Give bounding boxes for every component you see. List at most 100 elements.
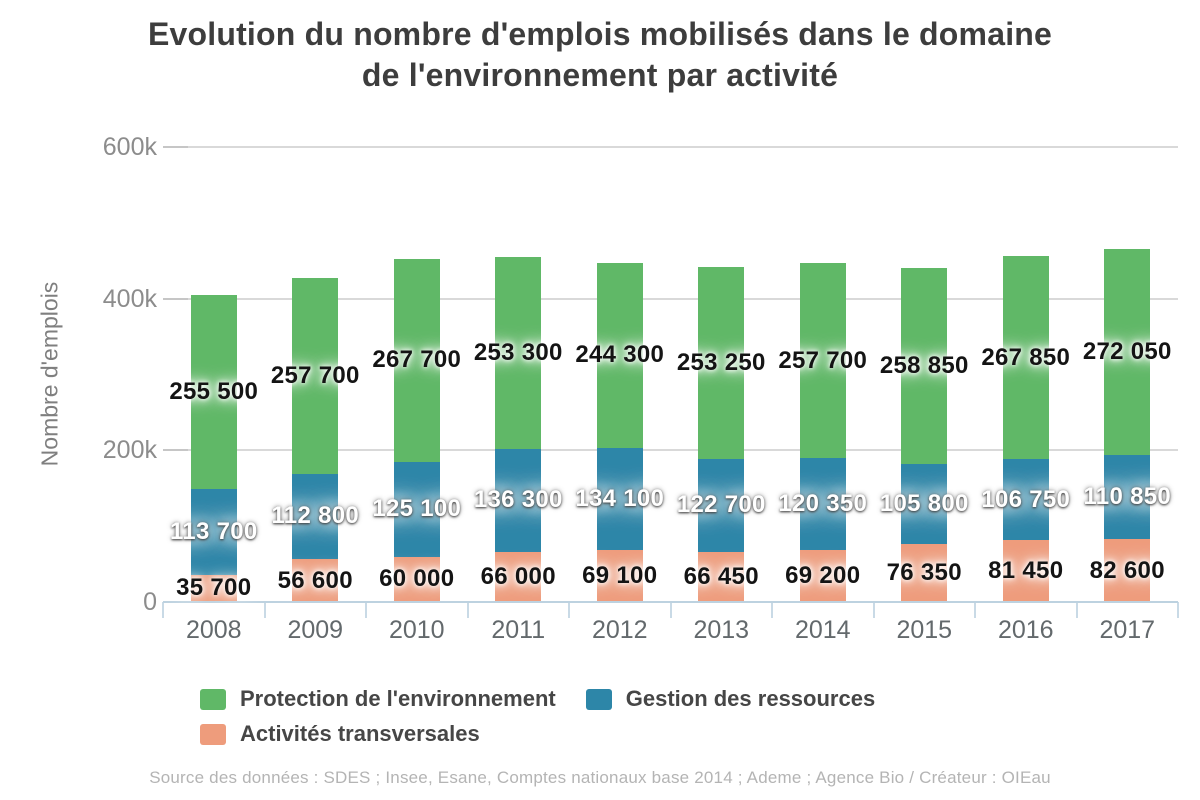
y-axis-title: Nombre d'emplois [36, 281, 63, 467]
bar-segment-protection-environnement [292, 278, 339, 474]
bar-label-protection-environnement: 255 500 [169, 377, 259, 405]
x-axis-tick [669, 602, 672, 618]
bar-label-protection-environnement: 272 050 [1082, 338, 1172, 366]
grid-line-200k [163, 449, 1178, 452]
x-axis-tick [568, 602, 570, 618]
x-label-2008: 2008 [185, 616, 242, 644]
bar-segment-gestion-ressources [901, 463, 948, 545]
x-label-2012: 2012 [591, 616, 648, 644]
x-axis-tick [1075, 602, 1078, 618]
x-axis-line [163, 601, 1178, 603]
bar-segment-protection-environnement [393, 258, 440, 462]
x-label-2013: 2013 [693, 616, 750, 644]
x-label-2011: 2011 [491, 616, 546, 644]
bar-segment-activites-transversales [495, 551, 542, 602]
bar-label-gestion-ressources: 136 300 [473, 486, 563, 514]
bar-label-activites-transversales: 76 350 [886, 559, 962, 587]
chart-title-line2: de l'environnement par activité [361, 57, 839, 93]
chart-title-line1: Evolution du nombre d'emplois mobilisés … [147, 16, 1053, 52]
y-axis-tick-200k [163, 449, 188, 452]
chart-legend: Protection de l'environnement Gestion des… [200, 688, 1000, 745]
bar-segment-gestion-ressources [190, 488, 237, 575]
y-tick-label-600k: 600k [102, 133, 157, 161]
bar-label-protection-environnement: 253 300 [473, 338, 563, 366]
x-axis-tick [1177, 602, 1179, 618]
bar-label-activites-transversales: 60 000 [379, 565, 455, 593]
x-label-2009: 2009 [287, 616, 344, 644]
bar-label-protection-environnement: 244 300 [575, 341, 665, 369]
bar-segment-protection-environnement [596, 262, 643, 448]
bar-segment-protection-environnement [901, 267, 948, 464]
y-axis-tick-400k [163, 297, 188, 300]
bar-label-activites-transversales: 56 600 [277, 566, 353, 594]
bar-label-gestion-ressources: 134 100 [575, 484, 665, 512]
bar-segment-activites-transversales [799, 549, 846, 602]
bar-label-protection-environnement: 258 850 [879, 351, 969, 379]
bar-label-activites-transversales: 66 450 [683, 562, 759, 590]
bar-label-protection-environnement: 257 700 [778, 346, 868, 374]
bar-segment-activites-transversales [1104, 539, 1151, 602]
bar-label-gestion-ressources: 112 800 [271, 502, 360, 530]
bar-label-protection-environnement: 253 250 [676, 348, 766, 376]
source-credit: Source des données : SDES ; Insee, Esane… [149, 768, 1051, 787]
y-tick-label-200k: 200k [102, 436, 157, 465]
bar-segment-activites-transversales [901, 544, 948, 602]
bar-segment-gestion-ressources [495, 448, 542, 552]
bar-label-activites-transversales: 69 100 [582, 561, 658, 589]
y-tick-label-0: 0 [143, 588, 157, 616]
legend-swatch-gestion-ressources [585, 688, 612, 710]
legend-label-gestion-ressources: Gestion des ressources [625, 686, 876, 711]
bar-segment-activites-transversales [292, 559, 339, 602]
bar-segment-activites-transversales [393, 556, 440, 602]
bar-segment-activites-transversales [190, 574, 237, 602]
legend-swatch-activites-transversales [200, 723, 226, 745]
grid-line-600k [163, 146, 1178, 148]
bar-segment-activites-transversales [1002, 540, 1049, 602]
bar-label-activites-transversales: 69 200 [785, 561, 861, 589]
bar-label-activites-transversales: 66 000 [480, 562, 556, 590]
bar-label-gestion-ressources: 113 700 [169, 517, 258, 545]
bar-segment-gestion-ressources [596, 447, 643, 550]
bar-label-gestion-ressources: 110 850 [1083, 483, 1172, 511]
bar-segment-gestion-ressources [393, 461, 440, 557]
x-axis-tick [162, 602, 164, 618]
y-axis-tick-600k [163, 146, 188, 148]
bar-label-gestion-ressources: 125 100 [372, 495, 462, 523]
x-axis-tick [466, 602, 469, 618]
bar-label-gestion-ressources: 120 350 [778, 489, 868, 517]
bar-segment-protection-environnement [799, 262, 846, 459]
plot-area: 35 700 113 700 255 500 56 600 112 800 257 700… [162, 146, 1179, 618]
bar-segment-protection-environnement [495, 256, 542, 449]
legend-swatch-protection-environnement [200, 688, 226, 710]
x-axis-tick [263, 602, 266, 618]
legend-item-gestion-ressources[interactable]: Gestion des ressources [585, 686, 876, 711]
bar-label-gestion-ressources: 122 700 [676, 491, 766, 519]
x-axis-tick [365, 602, 367, 618]
bar-label-activites-transversales: 81 450 [988, 557, 1064, 585]
legend-item-activites-transversales[interactable]: Activités transversales [200, 723, 480, 745]
x-axis-tick [872, 602, 875, 618]
bar-segment-protection-environnement [190, 294, 237, 489]
legend-item-protection-environnement[interactable]: Protection de l'environnement [200, 688, 556, 710]
bar-segment-activites-transversales [698, 551, 745, 602]
grid-line-400k [163, 297, 1178, 300]
bar-label-activites-transversales: 35 700 [176, 574, 252, 602]
x-axis-tick [771, 602, 773, 618]
x-label-2016: 2016 [997, 616, 1054, 644]
legend-label-protection-environnement: Protection de l'environnement [240, 686, 556, 711]
bar-segment-gestion-ressources [292, 473, 339, 560]
legend-label-activites-transversales: Activités transversales [240, 721, 480, 746]
chart-title: Evolution du nombre d'emplois mobilisés … [0, 14, 1200, 96]
bar-segment-protection-environnement [698, 266, 745, 459]
bar-segment-protection-environnement [1002, 256, 1049, 460]
bar-segment-gestion-ressources [799, 458, 846, 550]
bar-label-gestion-ressources: 106 750 [981, 485, 1071, 513]
y-tick-label-400k: 400k [102, 284, 157, 313]
x-label-2015: 2015 [896, 616, 953, 644]
x-label-2014: 2014 [794, 616, 851, 644]
bar-segment-gestion-ressources [698, 458, 745, 552]
x-axis-tick [974, 602, 976, 618]
bar-segment-gestion-ressources [1104, 455, 1151, 540]
x-label-2017: 2017 [1099, 616, 1156, 644]
